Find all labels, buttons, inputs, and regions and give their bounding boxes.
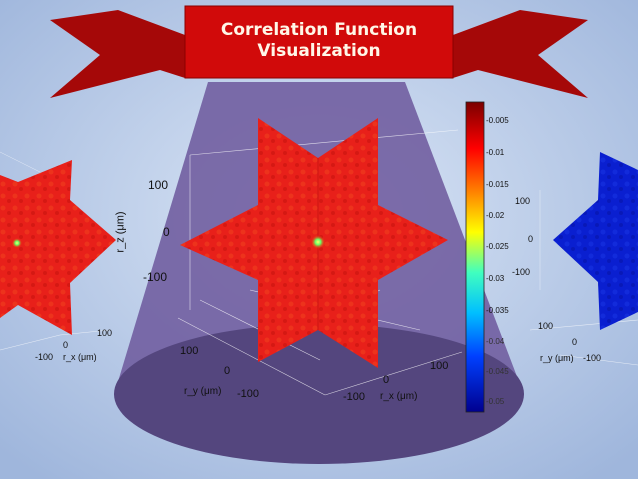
center-y-label: r_y (μm) (184, 386, 222, 397)
left-x-tick: -100 (35, 352, 54, 362)
colorbar-tick: -0.01 (486, 148, 505, 157)
title-banner (50, 5, 588, 98)
left-plot (0, 151, 116, 351)
colorbar-tick: -0.015 (486, 180, 509, 189)
center-z-tick: 100 (148, 178, 169, 192)
colorbar-tick: -0.05 (486, 397, 505, 406)
center-y-tick: 100 (180, 345, 199, 357)
colorbar (465, 101, 485, 413)
center-z-tick: -100 (143, 270, 168, 284)
right-y-tick: -100 (583, 353, 602, 363)
right-star-slice (553, 152, 638, 330)
left-x-tick: 0 (63, 340, 69, 350)
colorbar-tick: -0.045 (486, 367, 509, 376)
right-y-label: r_y (μm) (540, 353, 574, 363)
right-z-tick: 0 (528, 234, 534, 244)
colorbar-tick: -0.005 (486, 116, 509, 125)
right-z-tick: -100 (512, 267, 531, 277)
left-star-slice (0, 160, 116, 335)
right-z-tick: 100 (515, 196, 531, 206)
center-x-label: r_x (μm) (380, 391, 418, 402)
center-y-tick: 0 (224, 365, 231, 377)
center-z-label: r_z (μm) (114, 211, 127, 253)
left-x-label: r_x (μm) (63, 352, 97, 362)
center-plot (180, 118, 448, 368)
right-y-tick: 100 (538, 321, 554, 331)
slide-title-line2: Visualization (257, 41, 381, 61)
center-hotspot (311, 235, 325, 249)
right-y-tick: 0 (572, 337, 578, 347)
center-x-tick: 0 (383, 374, 390, 386)
colorbar-tick: -0.025 (486, 242, 509, 251)
left-x-tick: 100 (97, 328, 113, 338)
left-hotspot (12, 238, 22, 248)
center-x-tick: 100 (430, 360, 449, 372)
colorbar-tick: -0.03 (486, 274, 505, 283)
colorbar-tick: -0.04 (486, 337, 505, 346)
center-z-tick: 0 (163, 225, 170, 239)
spotlight-base (114, 324, 524, 464)
right-plot (529, 152, 638, 366)
colorbar-tick: -0.02 (486, 211, 505, 220)
slide-title-line1: Correlation Function (220, 20, 418, 40)
colorbar-tick: -0.035 (486, 306, 509, 315)
center-x-tick: -100 (343, 391, 366, 403)
colorbar-scale (465, 101, 485, 413)
center-y-tick: -100 (237, 388, 260, 400)
